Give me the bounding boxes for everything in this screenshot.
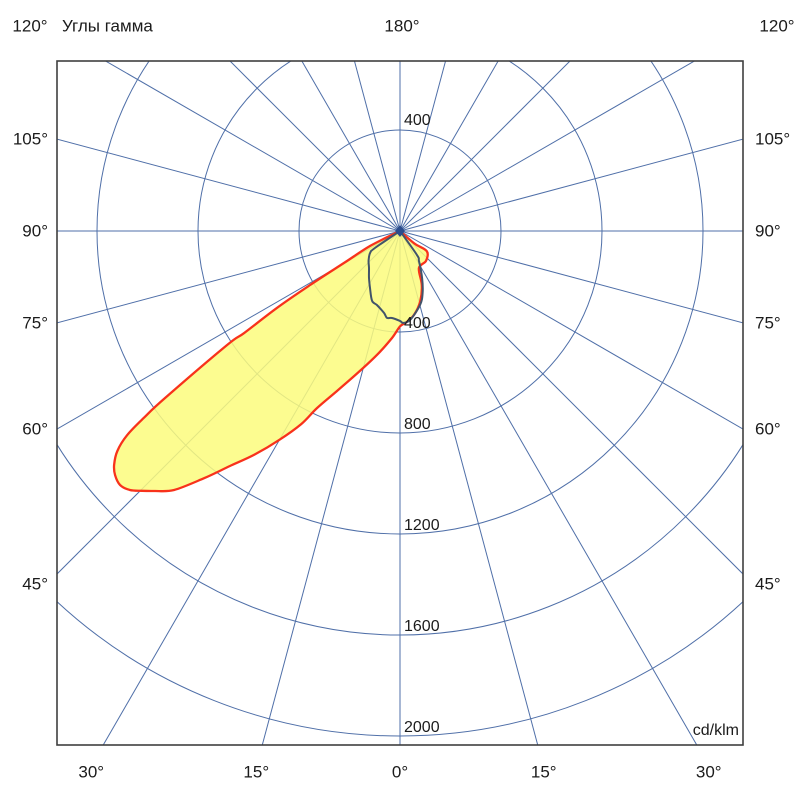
gamma-axis-label-right-90: 90°: [755, 221, 781, 241]
radial-tick-1200: 1200: [404, 517, 440, 534]
grid-spoke: [399, 61, 571, 232]
grid-spoke: [229, 61, 401, 232]
radial-tick-400: 400: [404, 315, 431, 332]
grid-spoke: [399, 138, 743, 232]
grid-spoke: [399, 61, 499, 232]
gamma-axis-label-bottom-L30: 30°: [78, 762, 105, 782]
grid-spoke: [399, 230, 743, 575]
grid-spoke: [399, 61, 447, 232]
main-beam-curve: [112, 229, 429, 493]
gamma-axis-label-left-90: 90°: [22, 221, 48, 241]
gamma-axis-label-left-75: 75°: [22, 313, 48, 333]
grid-spoke: [399, 230, 743, 324]
plot-border: [56, 60, 744, 746]
radial-tick-2000: 2000: [404, 719, 440, 736]
gamma-label-top-center: 180°: [384, 16, 420, 36]
unit-label: cd/klm: [692, 722, 739, 739]
grid-spoke: [301, 61, 401, 232]
grid-spoke: [57, 138, 401, 232]
radial-tick-800: 800: [404, 416, 431, 433]
grid-spoke: [399, 230, 743, 430]
grid-spoke: [353, 61, 401, 232]
gamma-axis-label-right-105: 105°: [755, 129, 791, 149]
gamma-axis-label-right-75: 75°: [755, 313, 781, 333]
page-title: Углы гамма: [62, 16, 153, 36]
gamma-label-top-left: 120°: [12, 16, 48, 36]
radial-tick-1600: 1600: [404, 618, 440, 635]
gamma-label-top-right: 120°: [759, 16, 795, 36]
gamma-axis-label-right-60: 60°: [755, 419, 781, 439]
gamma-axis-label-left-105: 105°: [12, 129, 48, 149]
gamma-axis-label-bottom-00: 0°: [391, 762, 409, 782]
secondary-curve: [367, 230, 424, 324]
grid-spoke: [399, 61, 696, 232]
grid-spoke: [57, 230, 401, 324]
grid-spoke: [399, 230, 539, 745]
grid-spoke: [104, 61, 401, 232]
radial-tick-top-400: 400: [404, 112, 431, 129]
gamma-axis-label-bottom-R15: 15°: [530, 762, 557, 782]
gamma-axis-label-bottom-R30: 30°: [695, 762, 722, 782]
gamma-axis-label-left-60: 60°: [22, 419, 48, 439]
center-marker: [395, 225, 405, 237]
gamma-axis-label-right-45: 45°: [755, 574, 781, 594]
gamma-axis-label-left-45: 45°: [22, 574, 48, 594]
grid-spoke: [57, 230, 401, 430]
gamma-axis-label-bottom-L15: 15°: [243, 762, 270, 782]
grid-spoke: [399, 230, 698, 745]
